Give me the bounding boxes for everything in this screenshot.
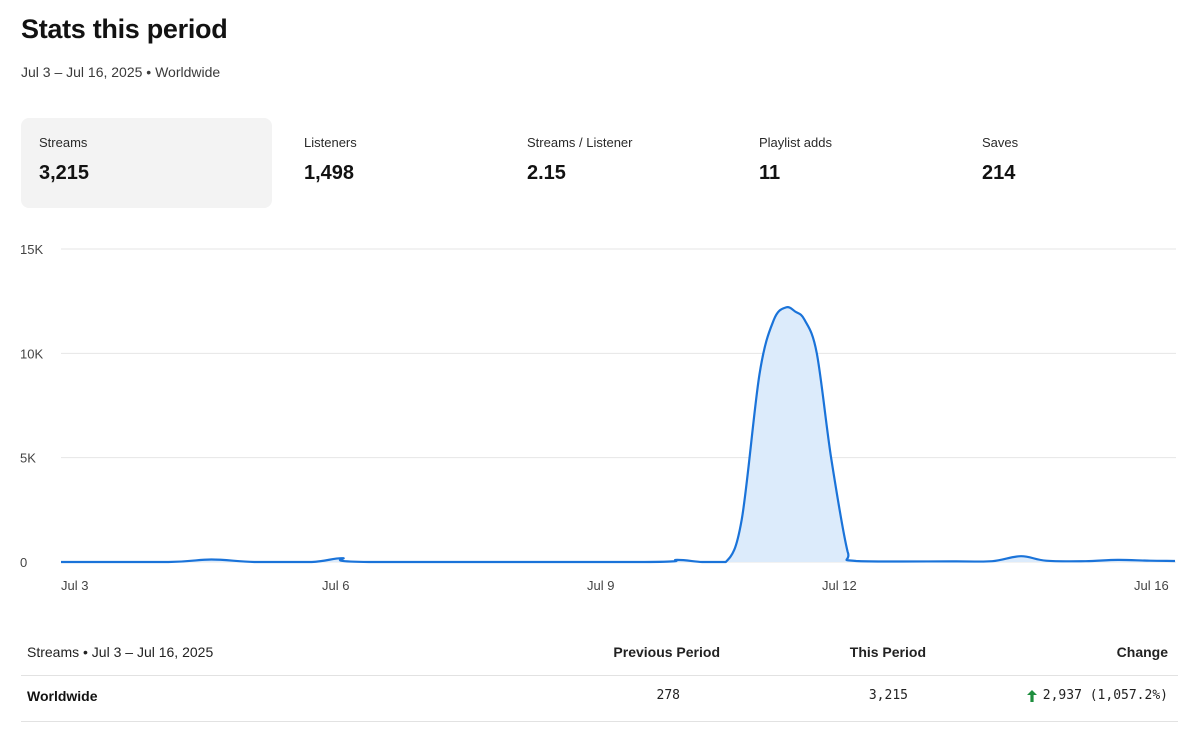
x-tick-label: Jul 16 bbox=[1134, 578, 1169, 593]
metric-value: 1,498 bbox=[304, 162, 355, 184]
metric-label: Saves bbox=[982, 135, 1019, 150]
streams-area-fill bbox=[61, 307, 1175, 562]
arrow-up-icon bbox=[1026, 689, 1037, 702]
change-value: 2,937 (1,057.2%) bbox=[1026, 688, 1168, 703]
metric-value: 2.15 bbox=[527, 162, 566, 184]
x-tick-label: Jul 6 bbox=[322, 578, 349, 593]
metric-value: 11 bbox=[759, 162, 781, 184]
streams-table-header: Streams • Jul 3 – Jul 16, 2025 Previous … bbox=[21, 632, 1178, 676]
metric-tab-listeners[interactable]: Listeners 1,498 bbox=[304, 118, 494, 208]
change-text: 2,937 (1,057.2%) bbox=[1042, 688, 1168, 703]
column-header-change[interactable]: Change bbox=[1116, 644, 1168, 660]
metric-label: Listeners bbox=[304, 135, 357, 150]
page-title: Stats this period bbox=[21, 14, 228, 44]
chart-grid bbox=[61, 248, 1176, 563]
metric-value: 214 bbox=[982, 162, 1016, 184]
column-header-this-period[interactable]: This Period bbox=[849, 644, 926, 660]
x-axis-labels: Jul 3 Jul 6 Jul 9 Jul 12 Jul 16 bbox=[61, 578, 1169, 593]
metric-tab-saves[interactable]: Saves 214 bbox=[982, 118, 1172, 208]
metric-label: Streams / Listener bbox=[527, 135, 633, 150]
y-tick-label: 15K bbox=[20, 242, 43, 257]
streams-series-line bbox=[61, 305, 1176, 564]
y-tick-label: 10K bbox=[20, 346, 43, 361]
x-tick-label: Jul 12 bbox=[822, 578, 857, 593]
date-range-subtitle: Jul 3 – Jul 16, 2025 • Worldwide bbox=[21, 64, 221, 80]
metric-value: 3,215 bbox=[39, 162, 90, 184]
streams-area-chart[interactable]: 0 5K 10K 15K Jul 3 Jul 6 Jul 9 Jul 12 Jul 16 bbox=[0, 230, 1200, 610]
metric-label: Playlist adds bbox=[759, 135, 832, 150]
metric-tab-streams-per-listener[interactable]: Streams / Listener 2.15 bbox=[527, 118, 727, 208]
x-tick-label: Jul 9 bbox=[587, 578, 614, 593]
y-tick-label: 5K bbox=[20, 451, 36, 466]
column-header-previous-period[interactable]: Previous Period bbox=[613, 644, 720, 660]
metric-label: Streams bbox=[39, 135, 88, 150]
y-tick-label: 0 bbox=[20, 555, 27, 570]
table-row: Worldwide 278 3,215 2,937 (1,057.2%) bbox=[21, 676, 1178, 722]
this-period-value: 3,215 bbox=[868, 688, 908, 703]
metric-tab-streams[interactable]: Streams 3,215 bbox=[21, 118, 272, 208]
metric-tab-playlist-adds[interactable]: Playlist adds 11 bbox=[759, 118, 949, 208]
previous-period-value: 278 bbox=[656, 688, 680, 703]
table-caption: Streams • Jul 3 – Jul 16, 2025 bbox=[27, 644, 214, 660]
x-tick-label: Jul 3 bbox=[61, 578, 88, 593]
region-name: Worldwide bbox=[27, 688, 98, 704]
y-axis-labels: 0 5K 10K 15K bbox=[20, 242, 43, 570]
